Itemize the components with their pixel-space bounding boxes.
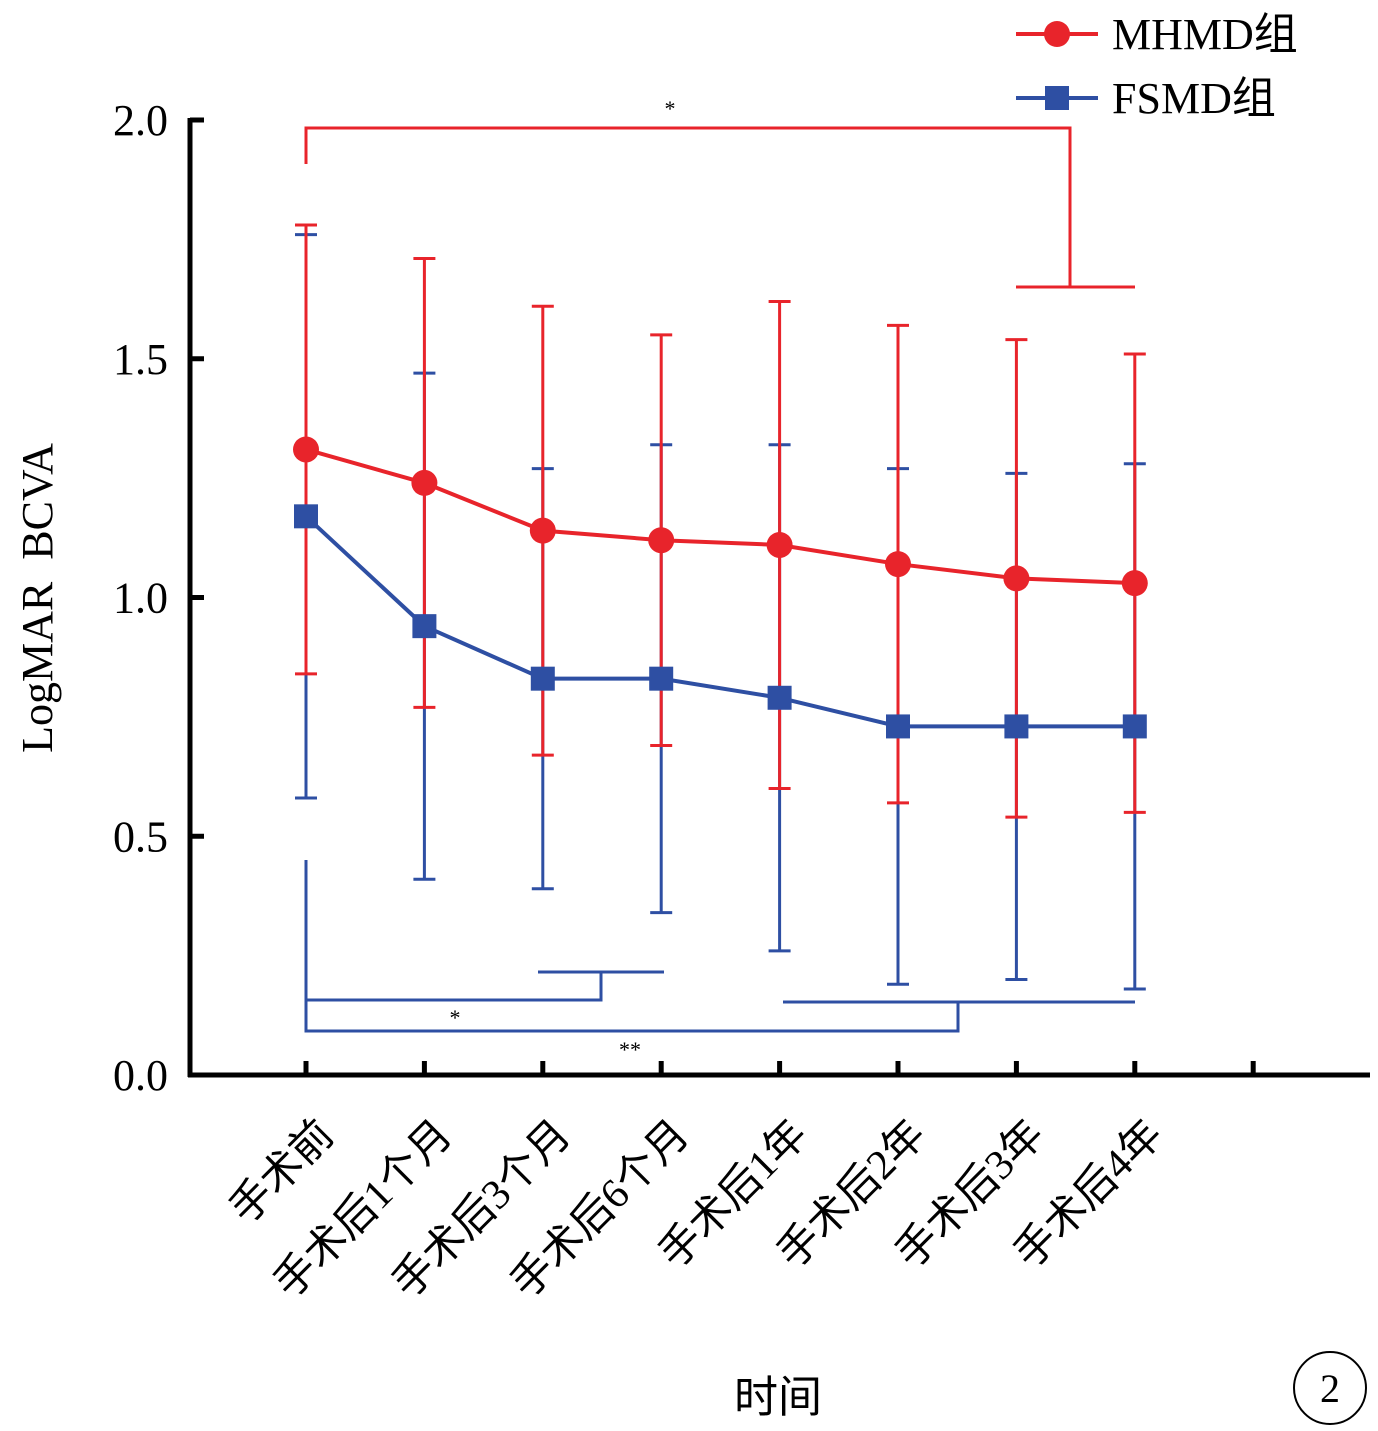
y-tick-label: 1.5 (113, 335, 168, 384)
significance-mark: * (665, 96, 676, 121)
data-point (1122, 714, 1147, 739)
data-point (885, 551, 911, 578)
axes: 0.00.51.01.52.0手术前手术后1个月手术后3个月手术后6个月手术后1… (113, 96, 1370, 1307)
significance-bracket-blue-inner (306, 972, 603, 1002)
y-axis-title: LogMAR BCVA (13, 443, 62, 753)
y-tick-label: 1.0 (113, 574, 168, 623)
data-point (293, 436, 319, 463)
data-point (1004, 714, 1029, 739)
series-line (305, 447, 1135, 586)
data-point (411, 469, 438, 496)
data-point (886, 714, 910, 739)
figure-number-badge (1293, 1351, 1367, 1425)
y-tick-label: 2.0 (113, 96, 168, 145)
significance-bracket-blue-outer (304, 860, 960, 1033)
significance-mark: ** (619, 1037, 641, 1062)
data-point (649, 666, 674, 691)
data-point (767, 685, 792, 710)
data-point (294, 504, 318, 529)
significance-mark: * (450, 1005, 461, 1030)
data-point (530, 666, 555, 691)
legend-marker (1044, 21, 1070, 47)
x-axis-title: 时间 (734, 1373, 822, 1422)
series-group (293, 223, 1148, 991)
data-point (1003, 565, 1030, 592)
legend-marker (1045, 86, 1069, 110)
legend-label: FSMD组 (1112, 74, 1276, 123)
y-tick-label: 0.5 (113, 812, 168, 861)
data-point (766, 531, 793, 558)
data-point (1121, 570, 1148, 597)
data-point (529, 517, 556, 544)
y-tick-label: 0.0 (113, 1051, 168, 1100)
legend-label: MHMD组 (1112, 10, 1298, 59)
data-point (648, 527, 675, 554)
figure-number: 2 (1320, 1366, 1340, 1411)
legend: MHMD组 FSMD组 (1016, 10, 1298, 123)
significance-brackets: **** (304, 96, 1135, 1062)
significance-bracket-red (304, 126, 1072, 287)
data-point (412, 614, 437, 639)
series-line (304, 514, 1135, 729)
